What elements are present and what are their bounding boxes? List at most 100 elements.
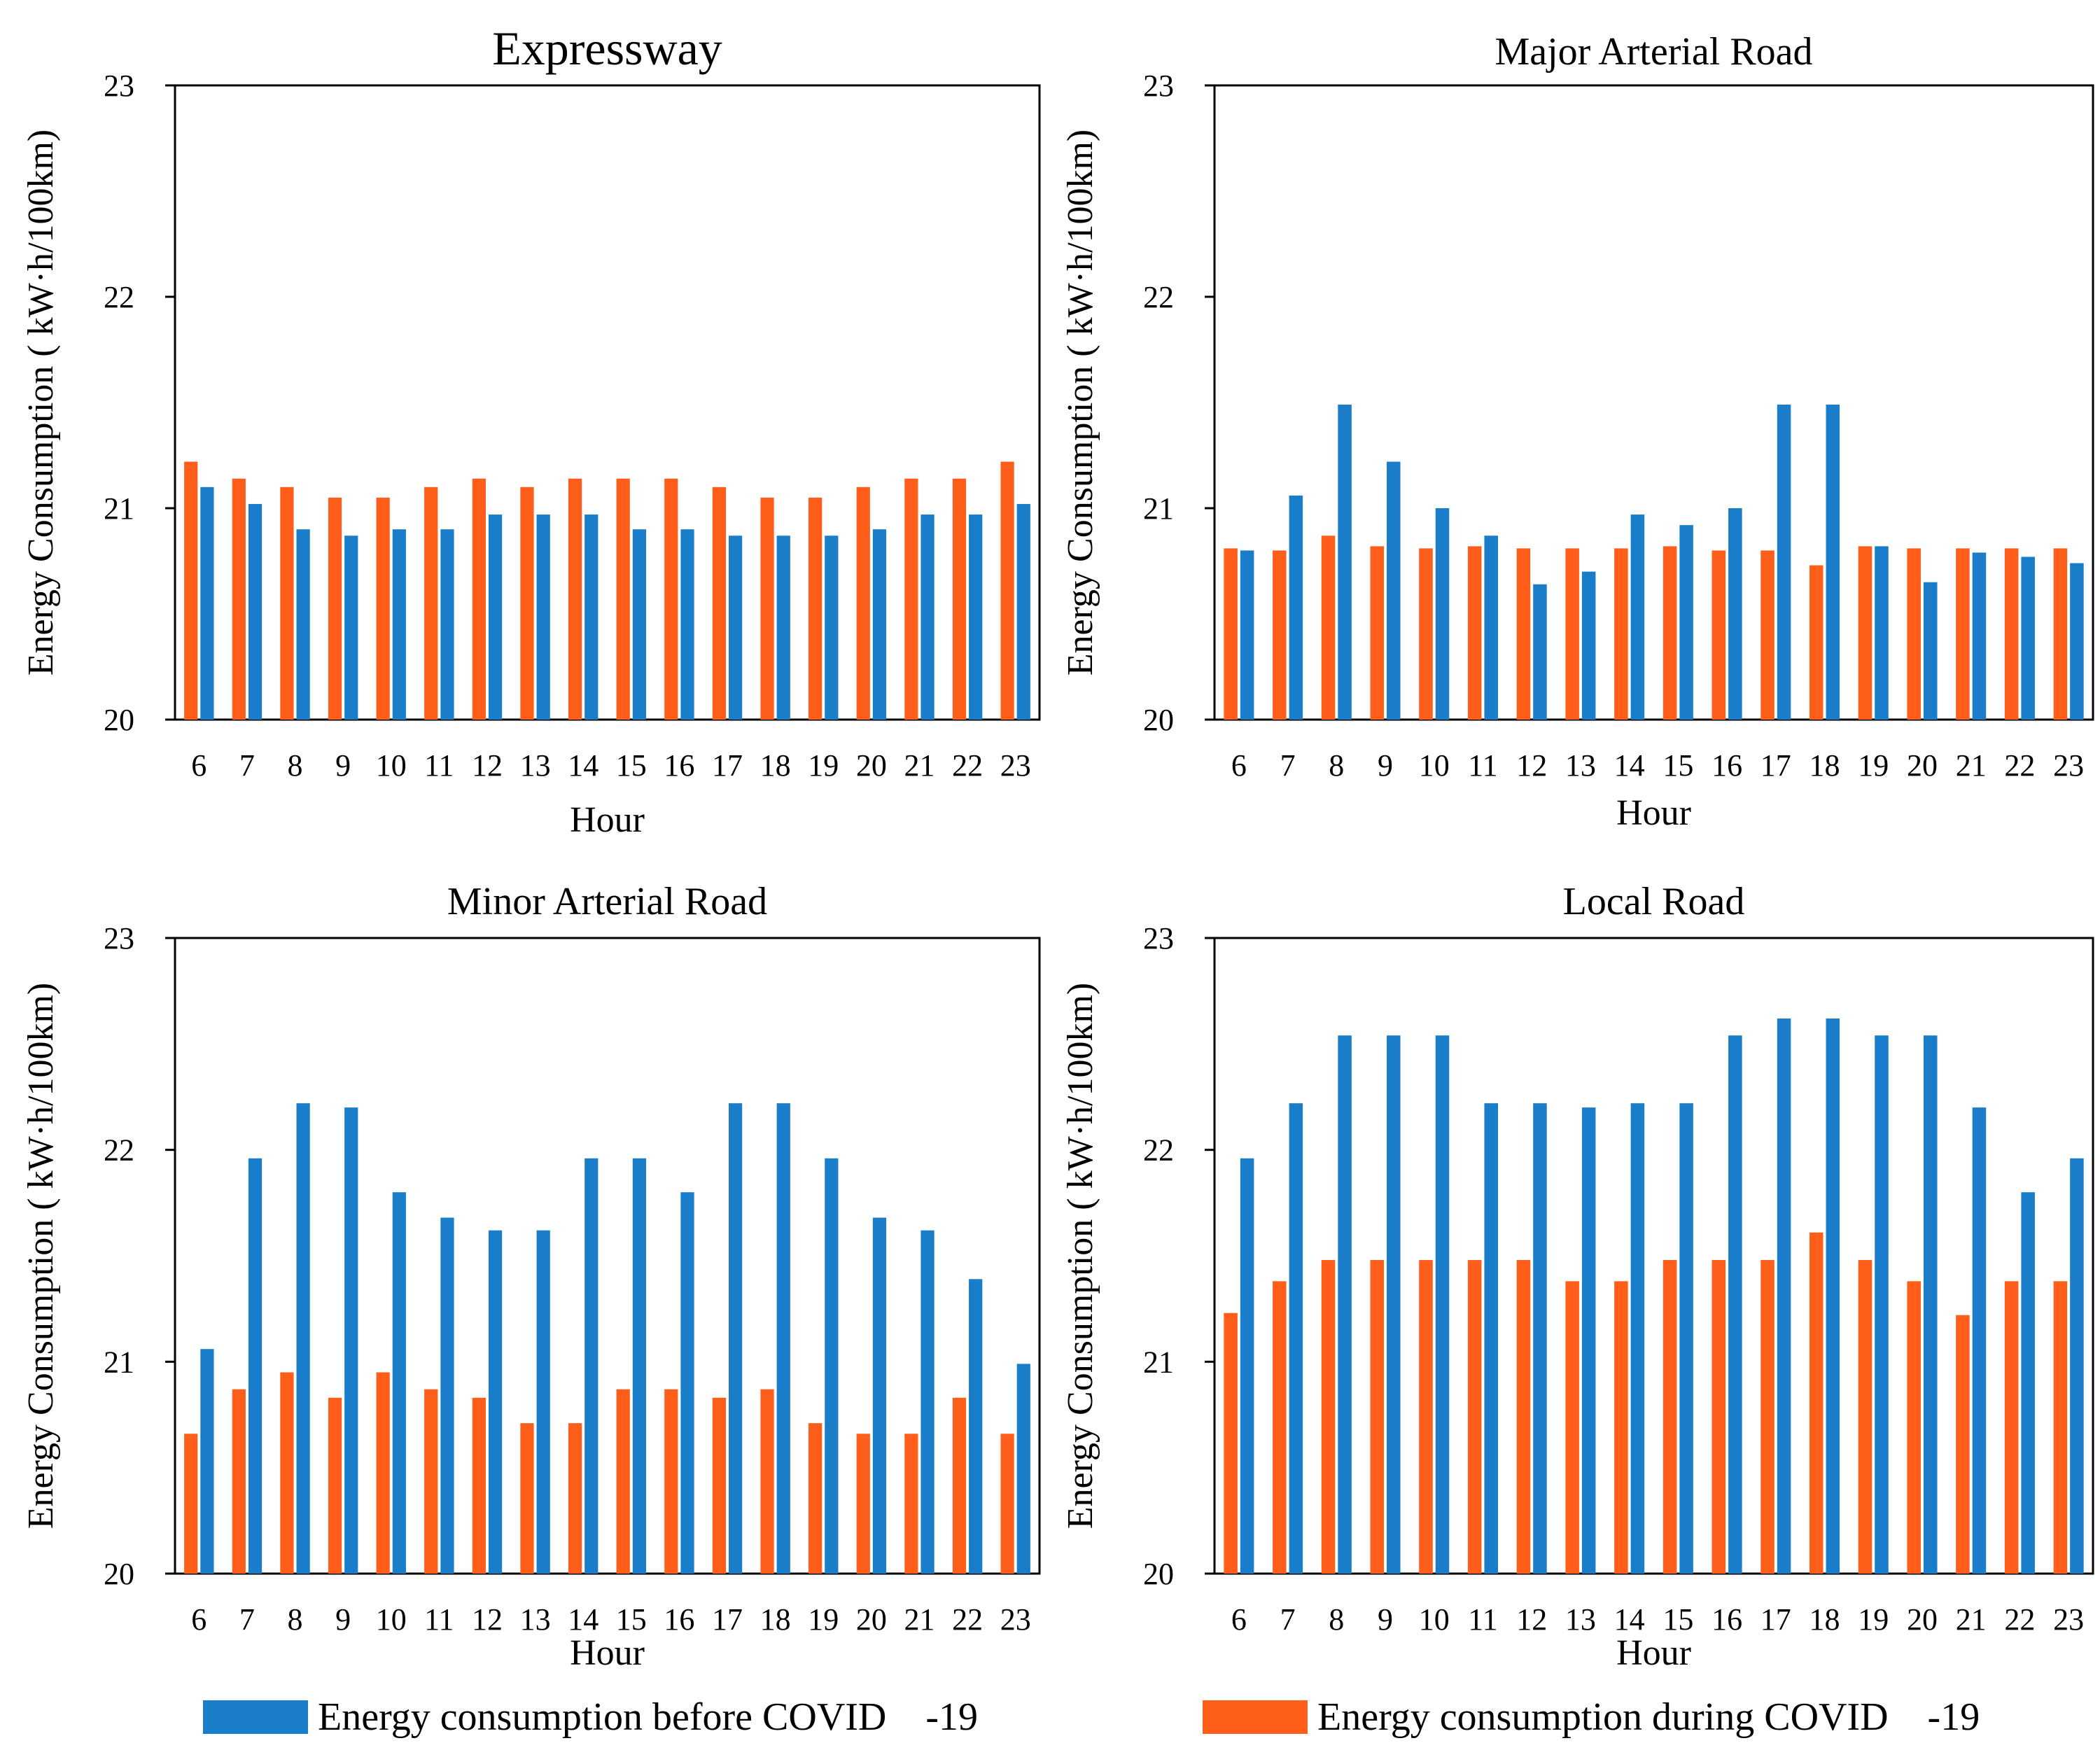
chart-panel-2: Minor Arterial Road 20 21 22 23 Energy Consum…	[21, 880, 1041, 1673]
x-tick-label: 17	[712, 748, 743, 783]
y-tick-label: 20	[1143, 1557, 1174, 1591]
bar-before	[632, 529, 647, 720]
legend-item-before: Energy consumption before COVID -19	[203, 1693, 978, 1742]
legend-item-during: Energy consumption during COVID -19	[1203, 1693, 1980, 1742]
x-tick-label: 15	[1662, 1602, 1693, 1637]
x-tick-label: 16	[1712, 748, 1742, 783]
x-tick-label: 19	[1858, 748, 1889, 783]
bar-before	[200, 1349, 214, 1574]
x-tick-label: 13	[520, 1602, 551, 1637]
x-tick-label: 17	[712, 1602, 743, 1637]
x-tick-label: 22	[2004, 1602, 2035, 1637]
bar-before	[632, 1158, 647, 1574]
bar-before	[440, 529, 454, 720]
bar-during	[1370, 546, 1385, 720]
bar-during	[1000, 461, 1014, 720]
bar-during	[2004, 548, 2019, 720]
x-tick-label: 7	[239, 1602, 255, 1637]
x-tick-label: 18	[760, 748, 791, 783]
x-tick-label: 15	[616, 748, 647, 783]
bar-before	[584, 514, 598, 720]
x-tick-label: 12	[472, 1602, 503, 1637]
bar-during	[1224, 1312, 1238, 1574]
x-tick-label: 9	[1378, 1602, 1393, 1637]
bar-before	[296, 1103, 310, 1574]
x-tick-label: 9	[1378, 748, 1393, 783]
bar-during	[1614, 1281, 1628, 1574]
bar-before	[1240, 550, 1254, 720]
y-axis-label: Energy Consumption ( kW·h/100km)	[1060, 130, 1100, 676]
bar-before	[392, 529, 406, 720]
y-tick-label: 21	[1143, 491, 1174, 526]
bar-during	[1321, 536, 1336, 720]
x-tick-label: 11	[424, 1602, 454, 1637]
x-tick-label: 12	[1516, 1602, 1547, 1637]
bar-before	[680, 1192, 694, 1574]
x-tick-label: 19	[808, 748, 839, 783]
bar-during	[1565, 1281, 1579, 1574]
x-tick-label: 10	[376, 748, 407, 783]
bar-before	[1826, 405, 1840, 720]
x-tick-label: 18	[1809, 1602, 1840, 1637]
x-tick-label: 7	[1280, 1602, 1296, 1637]
bar-during	[1760, 1260, 1774, 1574]
x-tick-label: 6	[1231, 748, 1247, 783]
bar-during	[1516, 1260, 1531, 1574]
bar-during	[1712, 1260, 1726, 1574]
bar-before	[344, 1107, 358, 1574]
bar-during	[856, 1434, 870, 1574]
bar-before	[680, 529, 694, 720]
x-tick-label: 6	[1231, 1602, 1247, 1637]
bar-during	[616, 478, 630, 720]
x-tick-label: 15	[616, 1602, 647, 1637]
bar-before	[1435, 508, 1450, 720]
y-tick-label: 21	[104, 1345, 134, 1379]
bar-before	[1630, 514, 1645, 720]
bar-before	[1972, 1107, 1987, 1574]
bar-during	[1760, 550, 1774, 720]
plot-frame	[174, 937, 1041, 1575]
x-tick-label: 12	[1516, 748, 1547, 783]
bar-during	[2053, 1281, 2068, 1574]
y-tick-label: 22	[104, 1133, 134, 1168]
x-tick-label: 7	[1280, 748, 1296, 783]
chart-panel-0: Expressway 20 21 22 23 Energy Consumption ( k…	[21, 22, 1041, 840]
legend-swatch-before	[203, 1700, 308, 1734]
x-tick-label: 7	[239, 748, 255, 783]
bar-during	[1273, 550, 1287, 720]
bar-during	[424, 486, 438, 720]
bar-before	[1240, 1158, 1254, 1574]
bar-during	[1370, 1260, 1385, 1574]
bar-before	[248, 1158, 262, 1574]
bar-before	[1484, 1103, 1498, 1574]
x-tick-label: 18	[1809, 748, 1840, 783]
bar-during	[424, 1389, 438, 1574]
y-tick-label: 21	[1143, 1345, 1174, 1379]
bar-during	[2053, 548, 2068, 720]
bar-during	[232, 1389, 246, 1574]
x-axis-label: Hour	[570, 1633, 645, 1673]
bar-before	[1533, 584, 1547, 720]
y-tick-label: 20	[104, 703, 134, 737]
bar-before	[1338, 405, 1352, 720]
bar-before	[1387, 461, 1401, 720]
x-tick-label: 10	[376, 1602, 407, 1637]
bar-before	[1875, 546, 1889, 720]
y-tick-label: 20	[1143, 703, 1174, 737]
y-tick-label: 23	[1143, 69, 1174, 103]
bar-during	[376, 497, 390, 720]
x-tick-label: 19	[808, 1602, 839, 1637]
legend-label-during: Energy consumption during COVID -19	[1317, 1695, 1980, 1739]
bar-before	[1728, 1035, 1742, 1574]
x-tick-label: 9	[335, 748, 351, 783]
y-tick-label: 23	[1143, 921, 1174, 955]
legend-swatch-during	[1203, 1700, 1308, 1734]
x-tick-label: 11	[1468, 748, 1497, 783]
bar-before	[1016, 503, 1030, 720]
x-tick-label: 21	[1956, 748, 1987, 783]
bar-during	[712, 486, 727, 720]
x-tick-label: 21	[904, 748, 934, 783]
bar-during	[856, 486, 870, 720]
bar-before	[969, 514, 983, 720]
bar-before	[296, 529, 310, 720]
